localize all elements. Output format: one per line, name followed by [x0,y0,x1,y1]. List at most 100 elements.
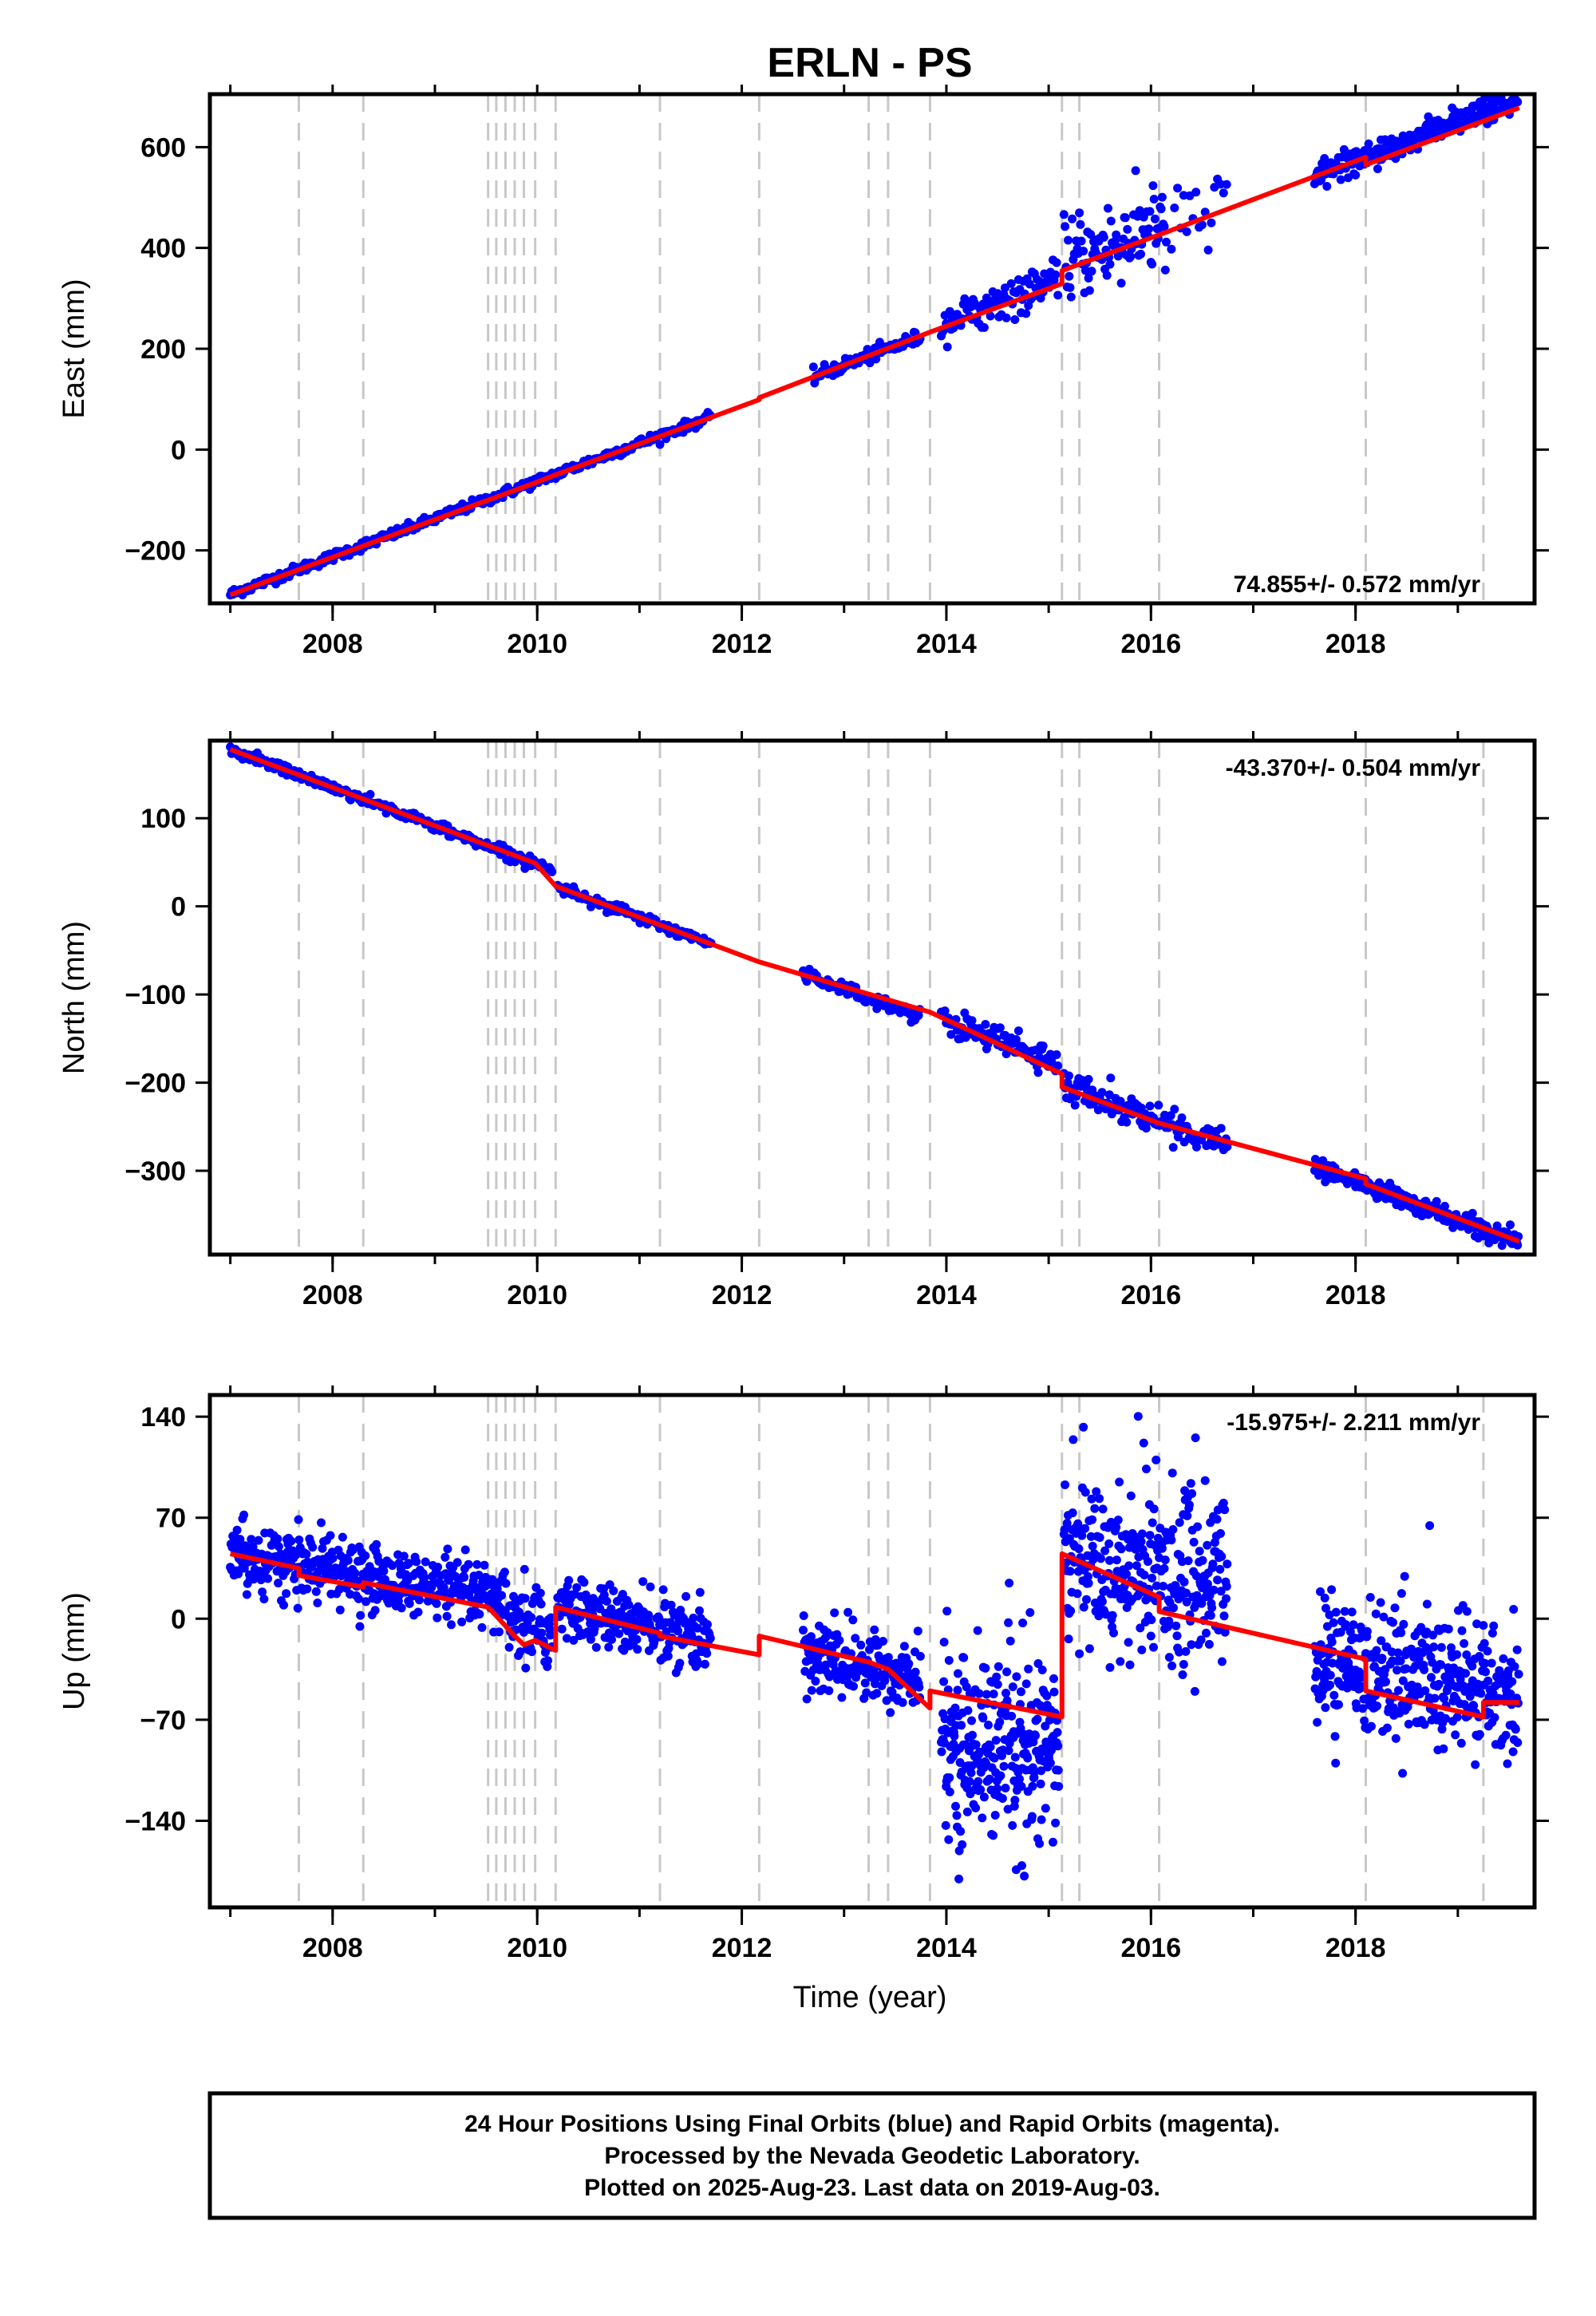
data-point [1073,1589,1082,1599]
data-point [940,1006,950,1016]
data-point [1509,1605,1519,1614]
data-point [1045,1758,1055,1768]
data-point [966,1768,976,1777]
data-point [562,1634,571,1643]
data-point [1140,1571,1149,1579]
data-point [807,1632,816,1642]
data-point [992,1672,1001,1682]
data-point [361,1597,371,1607]
data-point [1394,1686,1403,1695]
data-point [1038,1041,1048,1051]
data-point [1066,1607,1076,1615]
data-point [1327,1585,1337,1595]
data-point [1313,1717,1322,1727]
data-point [1159,1563,1169,1573]
data-point [1379,1612,1389,1622]
data-point [1124,1638,1133,1647]
data-point [1018,1618,1028,1628]
data-point [405,1599,414,1608]
data-point [1094,1611,1104,1621]
data-point [1191,188,1201,197]
data-point [602,1596,611,1606]
data-point [263,1574,273,1583]
data-point [1088,1515,1097,1524]
data-point [1452,1713,1462,1722]
data-point [1510,1662,1519,1671]
data-point [1203,245,1213,255]
data-point [1088,1541,1097,1551]
data-point [372,1539,381,1549]
data-point [1029,1767,1039,1777]
data-point [655,440,665,449]
data-point [1024,1664,1033,1674]
data-point [527,1647,536,1657]
data-point [1341,1620,1350,1630]
data-point [1154,1101,1163,1110]
up-model-line [229,1551,1519,1720]
data-point [1152,1581,1161,1591]
data-point [286,1536,296,1546]
data-point [294,1535,304,1544]
data-point [915,1651,925,1661]
data-point [1219,188,1228,198]
data-point [624,1600,634,1610]
x-tick-label: 2016 [1120,1280,1181,1310]
data-point [1167,244,1176,254]
data-point [1317,1650,1326,1659]
data-point [1077,236,1086,246]
footer-line-3: Plotted on 2025-Aug-23. Last data on 201… [584,2175,1160,2201]
data-point [644,1611,654,1620]
data-point [1113,1516,1123,1525]
data-point [1420,1720,1429,1729]
data-point [1472,1619,1482,1629]
data-point [1116,1544,1126,1554]
data-point [1145,1531,1155,1540]
data-point [1322,182,1332,191]
data-point [1184,1500,1194,1510]
data-point [1487,1628,1497,1638]
data-point [1329,1690,1339,1700]
y-tick-label: −200 [124,1069,186,1099]
data-point [432,1599,441,1608]
data-point [1198,1555,1207,1565]
data-point [959,1653,969,1662]
data-point [1329,1618,1338,1627]
data-point [1327,1637,1337,1646]
data-point [1351,170,1361,180]
data-point [328,1554,338,1563]
data-point [397,1603,406,1613]
data-point [1365,1593,1375,1602]
data-point [1203,1579,1212,1589]
data-point [995,1717,1005,1727]
data-point [1070,1101,1080,1110]
up-y-axis-label: Up (mm) [57,1592,91,1710]
data-point [1396,1628,1406,1638]
data-point [950,1731,959,1741]
data-point [1001,1049,1011,1058]
data-point [1104,1539,1114,1548]
data-point [945,1787,954,1796]
data-point [350,1568,360,1578]
data-point [302,1549,311,1559]
data-point [404,1559,413,1568]
data-point [440,1552,450,1562]
data-point [1514,1670,1523,1679]
data-point [1120,213,1130,223]
data-point [1147,1615,1156,1625]
data-point [1340,1607,1349,1616]
data-point [1068,214,1077,223]
data-point [421,1557,430,1567]
data-point [1077,1531,1087,1540]
data-point [956,1827,966,1836]
y-tick-label: 200 [140,334,186,365]
data-point [457,1617,467,1626]
data-point [954,1669,962,1678]
data-point [1412,1682,1422,1692]
data-point [899,1642,909,1651]
data-point [1193,1522,1203,1531]
data-point [1164,1653,1174,1662]
data-point [962,1682,971,1692]
data-point [991,1736,1001,1745]
data-point [1376,1598,1385,1607]
data-point [311,1587,321,1596]
